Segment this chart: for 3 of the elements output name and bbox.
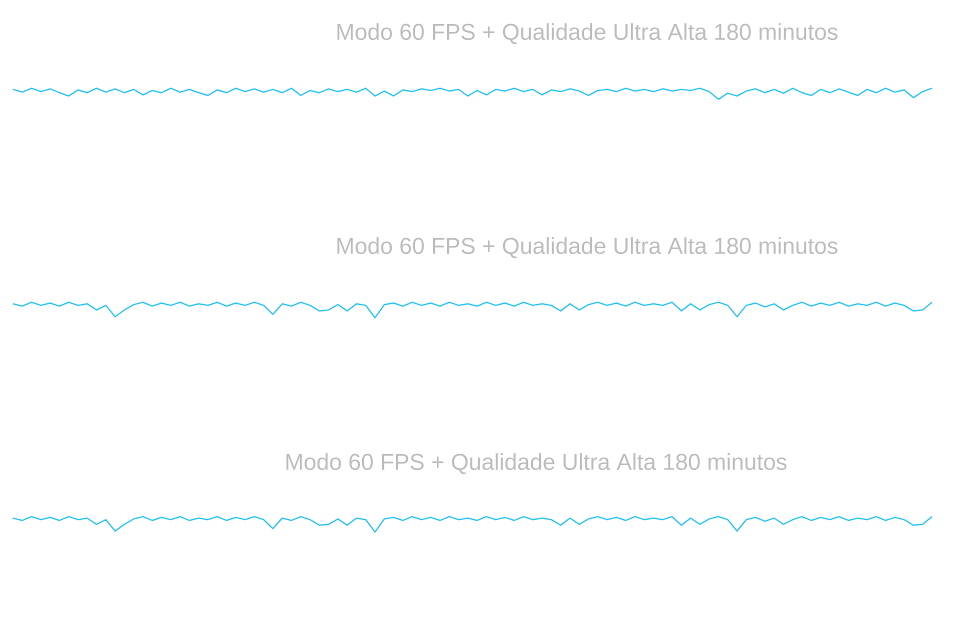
chart-title: Modo 60 FPS + Qualidade Ultra Alta 180 minutos	[337, 23, 838, 44]
chart-title: Modo 60 FPS + Qualidade Ultra Alta 180 minutos	[286, 453, 787, 474]
chart-title: Modo 60 FPS + Qualidade Ultra Alta 180 minutos	[337, 237, 838, 258]
